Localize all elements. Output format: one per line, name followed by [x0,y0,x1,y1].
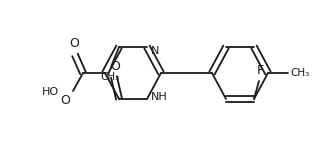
Text: N: N [151,46,159,56]
Text: O: O [69,37,79,50]
Text: HO: HO [42,87,59,97]
Text: NH: NH [151,92,168,102]
Text: F: F [256,64,264,77]
Text: CH₃: CH₃ [100,72,120,82]
Text: CH₃: CH₃ [290,68,309,78]
Text: O: O [110,60,120,73]
Text: O: O [60,94,70,107]
